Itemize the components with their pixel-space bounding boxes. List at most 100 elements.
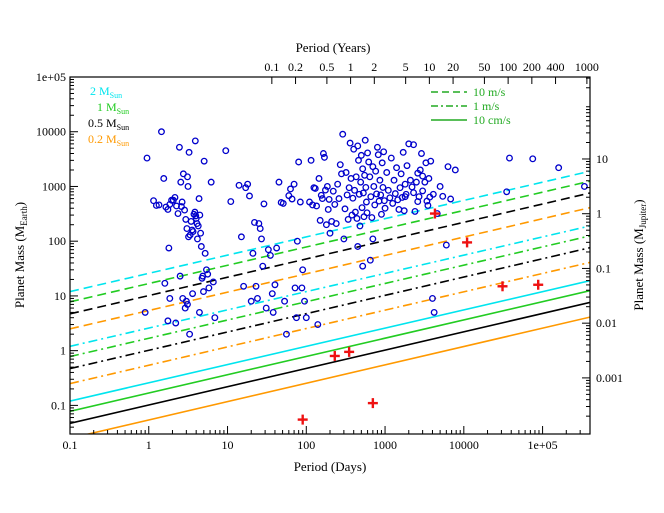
right-y-axis-label: Planet Mass (MJupiter) bbox=[631, 199, 648, 310]
planet-point-218 bbox=[421, 178, 429, 186]
legend-star-05: 0.5 MSun bbox=[88, 116, 129, 132]
x-tick-label-5: 10000 bbox=[449, 438, 479, 452]
planet-point-230 bbox=[401, 193, 409, 201]
planet-point-125 bbox=[323, 183, 331, 190]
y-tick-label-3: 100 bbox=[48, 234, 66, 248]
planet-point-138 bbox=[340, 235, 348, 243]
planet-point-6 bbox=[160, 175, 168, 182]
planet-point-144 bbox=[346, 139, 354, 147]
planet-point-50 bbox=[207, 178, 215, 186]
planet-point-1 bbox=[143, 154, 151, 162]
legend-label-dashdot: 1 m/s bbox=[473, 99, 500, 113]
planet-point-209 bbox=[408, 183, 416, 191]
right-y-tick-label-3: 1 bbox=[596, 207, 602, 221]
legend-label-solid: 10 cm/s bbox=[473, 113, 511, 127]
planet-point-244 bbox=[506, 154, 513, 162]
planet-point-12 bbox=[171, 193, 179, 201]
planet-point-190 bbox=[384, 186, 392, 194]
planet-point-157 bbox=[357, 178, 365, 186]
right-y-tick-label-4: 10 bbox=[596, 152, 608, 166]
planet-point-71 bbox=[240, 282, 248, 290]
y-tick-label-4: 1000 bbox=[42, 179, 66, 193]
planet-point-73 bbox=[244, 180, 252, 188]
planet-point-94 bbox=[279, 199, 287, 207]
planet-point-186 bbox=[380, 148, 388, 156]
planet-point-31 bbox=[191, 208, 199, 216]
planet-point-143 bbox=[345, 184, 353, 192]
planet-point-92 bbox=[275, 178, 283, 186]
right-y-axis-label-sub: Jupiter bbox=[638, 204, 648, 229]
planet-point-135 bbox=[336, 161, 344, 169]
planet-point-137 bbox=[339, 130, 347, 138]
rv-limit-line-10 bbox=[70, 301, 590, 425]
legend-label-dashed: 10 m/s bbox=[473, 85, 506, 99]
planet-point-3 bbox=[152, 201, 160, 209]
planet-point-232 bbox=[414, 169, 422, 177]
y-axis-label: Planet Mass (MEarth) bbox=[12, 202, 29, 308]
planet-point-164 bbox=[361, 136, 369, 144]
planet-point-84 bbox=[260, 200, 268, 208]
planet-point-133 bbox=[334, 180, 342, 188]
star-mass-legend: 2 MSun 1 MSun 0.5 MSun 0.2 MSun bbox=[88, 84, 129, 148]
planet-point-245 bbox=[529, 155, 537, 163]
planet-point-182 bbox=[377, 191, 385, 199]
x-tick-label-4: 1000 bbox=[373, 438, 397, 452]
planet-point-147 bbox=[349, 194, 357, 202]
planet-point-208 bbox=[406, 176, 414, 184]
planet-point-204 bbox=[401, 180, 409, 188]
right-y-tick-label-1: 0.01 bbox=[596, 316, 617, 330]
planet-point-228 bbox=[366, 256, 374, 264]
planet-point-91 bbox=[273, 244, 281, 252]
planet-point-170 bbox=[366, 173, 374, 181]
planet-point-36 bbox=[193, 235, 201, 243]
planet-point-141 bbox=[343, 191, 351, 199]
planet-point-223 bbox=[430, 308, 438, 316]
planet-point-66 bbox=[184, 173, 191, 181]
planet-point-242 bbox=[451, 166, 459, 174]
planet-point-130 bbox=[329, 187, 337, 195]
planet-point-33 bbox=[192, 212, 200, 220]
planet-point-85 bbox=[262, 304, 270, 312]
planet-point-178 bbox=[373, 143, 381, 151]
right-y-tick-label-2: 0.1 bbox=[596, 261, 611, 275]
planet-point-193 bbox=[389, 199, 397, 207]
rv-limit-line-0 bbox=[70, 170, 590, 293]
planet-point-122 bbox=[320, 153, 328, 161]
planet-point-102 bbox=[292, 314, 300, 322]
planet-point-67 bbox=[222, 147, 230, 155]
planet-point-127 bbox=[325, 195, 333, 203]
x-tick-label-2: 10 bbox=[222, 438, 234, 452]
top-x-tick-label-2: 0.5 bbox=[319, 60, 334, 74]
planet-point-51 bbox=[209, 278, 217, 286]
planet-point-136 bbox=[338, 170, 345, 178]
planet-point-0 bbox=[141, 308, 149, 316]
line-style-legend: 10 m/s 1 m/s 10 cm/s bbox=[431, 85, 511, 127]
planet-point-174 bbox=[370, 183, 378, 190]
planet-point-128 bbox=[326, 229, 334, 237]
planet-point-166 bbox=[362, 198, 370, 206]
cross-point-5 bbox=[462, 237, 473, 248]
planet-point-206 bbox=[403, 162, 411, 170]
planet-point-200 bbox=[397, 170, 405, 178]
planet-point-175 bbox=[371, 201, 379, 209]
planet-point-47 bbox=[202, 266, 210, 274]
planet-point-5 bbox=[158, 128, 165, 136]
planet-point-202 bbox=[399, 148, 407, 156]
planet-point-114 bbox=[311, 184, 319, 192]
x-tick-label-6: 1e+05 bbox=[528, 438, 558, 452]
top-x-tick-label-0: 0.1 bbox=[264, 60, 279, 74]
planet-point-216 bbox=[418, 150, 425, 157]
planet-point-235 bbox=[429, 190, 437, 198]
planet-point-140 bbox=[342, 169, 350, 176]
rv-limit-line-9 bbox=[70, 289, 590, 413]
planet-point-62 bbox=[165, 244, 173, 252]
planet-point-100 bbox=[290, 180, 298, 188]
rv-limit-line-2 bbox=[70, 192, 590, 315]
planet-point-231 bbox=[410, 189, 417, 197]
planet-point-82 bbox=[258, 235, 265, 243]
planet-point-56 bbox=[195, 308, 203, 316]
planet-point-90 bbox=[271, 281, 279, 289]
right-y-axis-label-end: ) bbox=[631, 199, 646, 203]
planet-point-188 bbox=[381, 204, 389, 212]
planet-point-45 bbox=[200, 157, 208, 165]
